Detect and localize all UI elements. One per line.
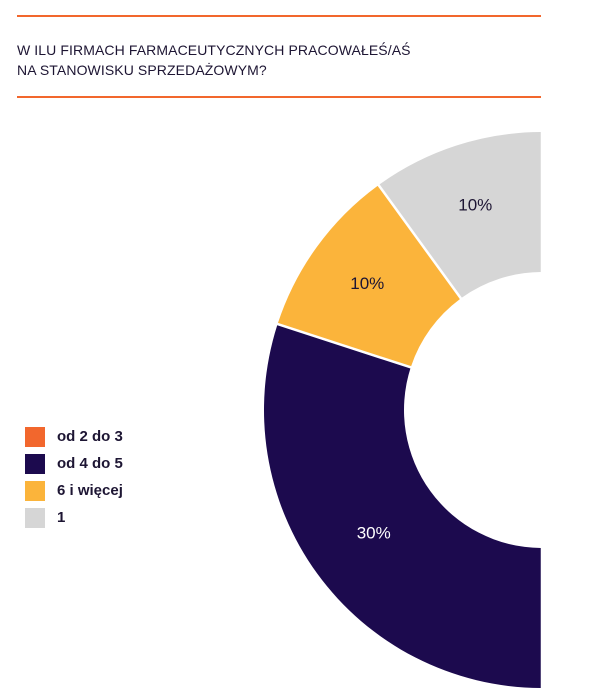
donut-slice-1 — [543, 132, 600, 688]
legend-swatch — [25, 453, 45, 474]
legend-label: 6 i więcej — [57, 482, 123, 499]
top-divider — [17, 15, 541, 17]
legend-item: od 2 do 3 — [25, 426, 123, 447]
legend-swatch — [25, 480, 45, 501]
slice-label-4: 10% — [458, 196, 492, 215]
legend-label: 1 — [57, 509, 66, 526]
chart-title: W ILU FIRMACH FARMACEUTYCZNYCH PRACOWAŁE… — [17, 42, 411, 78]
slice-label-3: 10% — [350, 274, 384, 293]
chart-legend: od 2 do 3 od 4 do 5 6 i więcej 1 — [25, 426, 123, 534]
legend-swatch — [25, 426, 45, 447]
legend-item: od 4 do 5 — [25, 453, 123, 474]
legend-item: 6 i więcej — [25, 480, 123, 501]
slice-label-2: 30% — [357, 523, 391, 542]
legend-label: od 4 do 5 — [57, 455, 123, 472]
donut-slice-2 — [263, 325, 541, 688]
donut-slice-3 — [277, 185, 460, 367]
legend-label: od 2 do 3 — [57, 428, 123, 445]
donut-slice-4 — [379, 132, 541, 298]
legend-item: 1 — [25, 507, 123, 528]
legend-swatch — [25, 507, 45, 528]
bottom-divider — [17, 96, 541, 98]
